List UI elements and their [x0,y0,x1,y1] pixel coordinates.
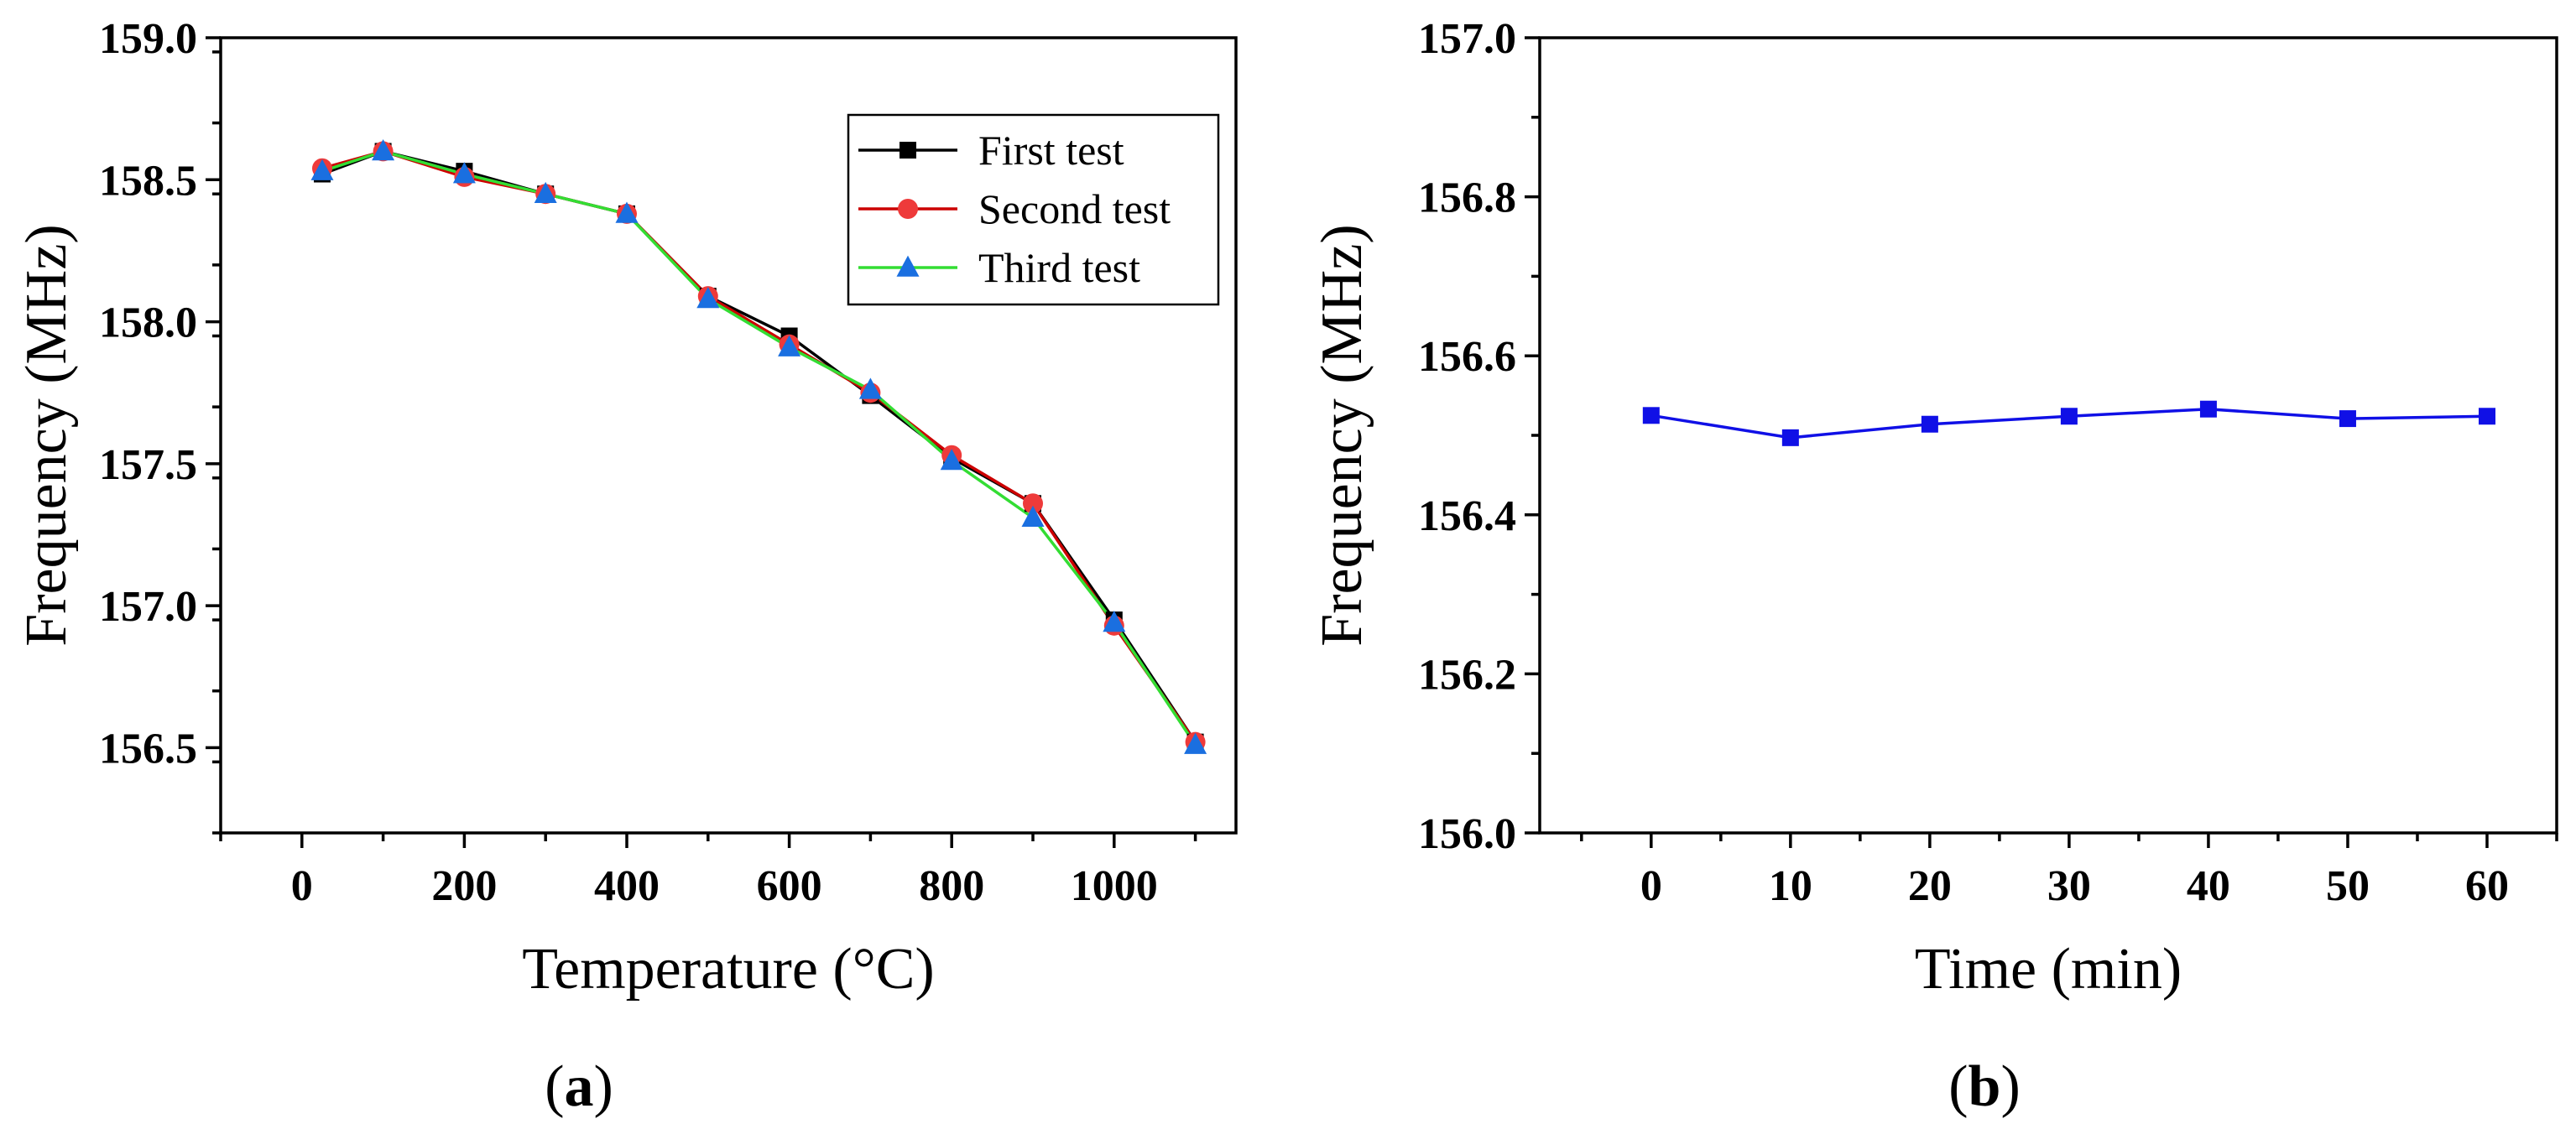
panel-label: (a) [545,1054,613,1119]
chart-b: 0 10 20 30 40 50 60 156.0 156.2 156.4 156.6 156.8 15… [1310,15,2558,1119]
legend-marker [898,199,918,219]
x-tick-label: 0 [291,862,313,910]
y-tick-label: 156.5 [99,725,197,773]
x-tick-label: 40 [2187,862,2230,910]
x-tick-label: 10 [1769,862,1812,910]
x-tick-label: 200 [431,862,497,910]
x-tick-label: 50 [2326,862,2370,910]
y-tick-label: 156.2 [1418,651,1516,699]
legend-marker [900,142,916,159]
y-tick-label: 156.8 [1418,174,1516,222]
legend-label: Third test [978,244,1140,291]
series-line-2 [321,149,1197,743]
data-point-series-3 [452,162,476,184]
x-tick-label: 600 [757,862,822,910]
y-tick-label: 159.0 [99,15,197,63]
data-point-series-3 [534,181,557,204]
y-tick-label: 157.0 [99,583,197,631]
y-tick-label: 157.5 [99,441,197,489]
data-point-series-1 [1921,415,1938,433]
x-tick-label: 20 [1908,862,1952,910]
legend-marker [896,255,920,277]
y-tick-label: 156.4 [1418,492,1516,540]
data-point-series-3 [372,139,395,161]
x-tick-label: 30 [2047,862,2091,910]
panel-label: (b) [1948,1054,2021,1119]
series-line-3 [321,149,1197,747]
y-axis-title: Frequency (MHz) [1310,224,1374,646]
legend-label: Second test [978,185,1171,232]
data-point-series-3 [1184,732,1207,754]
plot-frame [1538,36,2558,835]
x-tick-label: 1000 [1071,862,1158,910]
x-tick-label: 400 [594,862,660,910]
data-point-series-3 [696,287,720,309]
y-tick-label: 158.0 [99,299,197,347]
y-tick-label: 157.0 [1418,15,1516,63]
data-point-series-1 [2478,408,2495,425]
data-point-series-3 [1103,611,1126,632]
legend-label: First test [978,127,1124,174]
data-point-series-3 [778,335,801,356]
data-point-series-3 [1021,505,1045,527]
x-axis-title: Time (min) [1915,937,2182,1002]
data-point-series-2 [1023,493,1043,514]
chart-a: 0 200 400 600 800 1000 156.5 157.0 157.5 158.0 158… [14,15,1238,1119]
x-axis-title: Temperature (°C) [522,937,934,1002]
y-axis-title: Frequency (MHz) [14,224,79,646]
data-point-series-1 [2339,410,2356,428]
data-point-series-1 [1781,429,1799,446]
data-point-series-3 [858,377,882,399]
data-point-series-3 [940,449,963,471]
x-tick-label: 60 [2465,862,2509,910]
x-tick-label: 0 [1640,862,1662,910]
data-point-series-3 [310,159,334,180]
y-tick-label: 158.5 [99,157,197,205]
data-point-series-1 [2199,400,2217,418]
y-tick-label: 156.0 [1418,810,1516,858]
x-tick-label: 800 [919,862,984,910]
data-point-series-1 [1642,407,1660,424]
data-point-series-3 [615,201,639,223]
plot-frame [219,36,1238,835]
y-tick-label: 156.6 [1418,333,1516,381]
data-point-series-1 [2060,408,2078,425]
